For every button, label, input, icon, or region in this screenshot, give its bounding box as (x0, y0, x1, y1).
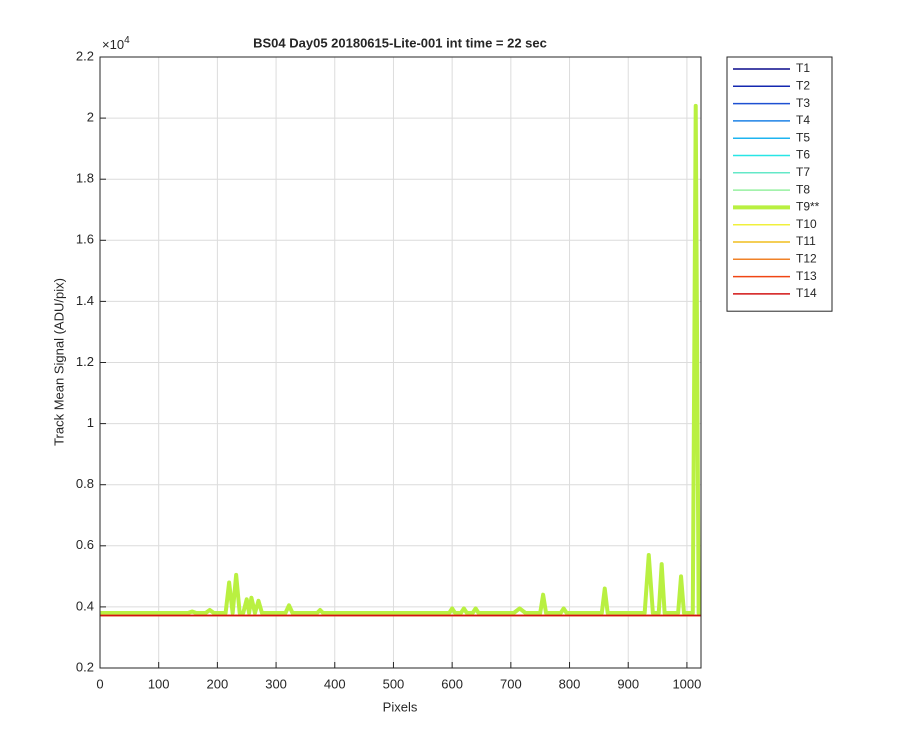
legend-label: T14 (796, 286, 817, 300)
y-tick-label: 0.8 (76, 476, 94, 491)
y-tick-label: 1.8 (76, 171, 94, 186)
series-line (100, 103, 701, 616)
plot-area: 0 100 200 300 400 500 600 700 800 900 1000 0.2 0.4 0.… (76, 48, 702, 691)
legend-box (726, 56, 833, 312)
legend-label: T3 (796, 96, 810, 110)
legend: T1 T2 T3 T4 T5 T6 T7 T8 T9** T10 T11 T12 T13 T14 (726, 56, 833, 312)
x-tick-label: 300 (265, 676, 287, 691)
x-tick-label: 900 (617, 676, 639, 691)
y-tick-label: 1 (87, 415, 94, 430)
y-exponent: ×104 (102, 35, 130, 53)
legend-label: T2 (796, 78, 810, 92)
legend-label: T5 (796, 130, 810, 144)
chart-title: BS04 Day05 20180615-Lite-001 int time = … (253, 35, 547, 50)
legend-label: T12 (796, 251, 817, 265)
y-tick-label: 2 (87, 110, 94, 125)
x-tick-label: 100 (148, 676, 170, 691)
legend-label: T10 (796, 217, 817, 231)
x-tick-label: 700 (500, 676, 522, 691)
legend-label: T9** (796, 200, 820, 214)
y-tick-label: 1.6 (76, 232, 94, 247)
legend-label: T13 (796, 269, 817, 283)
legend-label: T11 (796, 234, 816, 248)
y-tick-label: 0.2 (76, 659, 94, 674)
x-tick-label: 1000 (672, 676, 701, 691)
y-tick-label: 1.2 (76, 354, 94, 369)
axes-box (99, 56, 702, 669)
y-tick-label: 1.4 (76, 293, 94, 308)
legend-label: T7 (796, 165, 810, 179)
y-exponent-base: ×10 (102, 37, 124, 52)
y-axis-label: Track Mean Signal (ADU/pix) (51, 278, 66, 446)
x-axis-label: Pixels (383, 699, 418, 714)
y-exponent-power: 4 (124, 35, 130, 46)
legend-label: T8 (796, 182, 810, 196)
x-tick-label: 0 (96, 676, 103, 691)
x-tick-label: 200 (207, 676, 229, 691)
x-tick-label: 500 (383, 676, 405, 691)
x-tick-label: 600 (441, 676, 463, 691)
legend-label: T4 (796, 113, 810, 127)
y-tick-label: 0.6 (76, 537, 94, 552)
x-tick-label: 400 (324, 676, 346, 691)
legend-label: T1 (796, 61, 810, 75)
y-tick-label: 0.4 (76, 598, 94, 613)
x-tick-label: 800 (559, 676, 581, 691)
legend-label: T6 (796, 148, 810, 162)
y-tick-label: 2.2 (76, 48, 94, 63)
